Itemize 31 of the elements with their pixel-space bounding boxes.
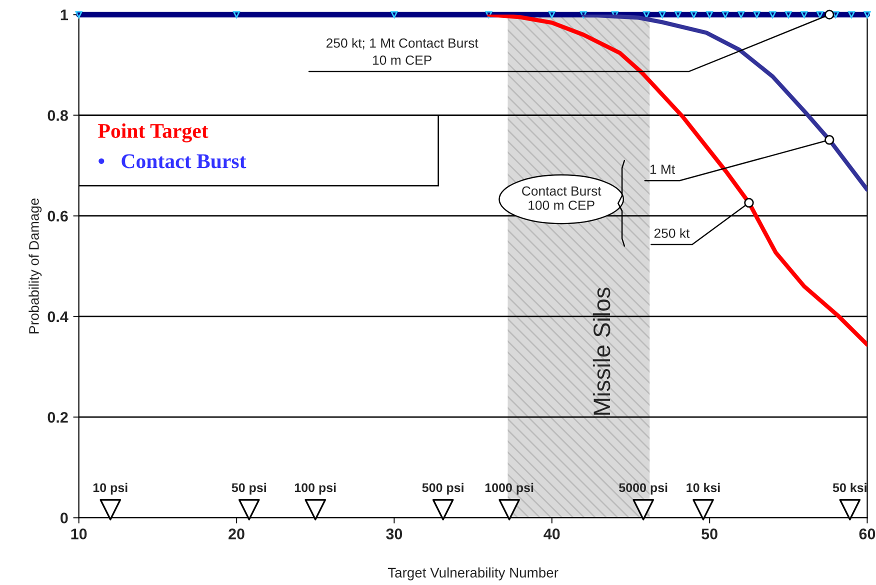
annotation: Contact Burst 100 m CEP xyxy=(522,186,602,210)
annotation: 250 kt; 1 Mt Contact Burst 10 m CEP xyxy=(326,38,478,65)
annotation: 500 psi xyxy=(422,482,464,495)
band-label: Missile Silos xyxy=(592,288,610,415)
y-tick-label: 0 xyxy=(60,512,68,524)
annotation: 5000 psi xyxy=(619,482,668,495)
x-tick-label: 60 xyxy=(859,528,876,540)
y-tick-label: 0.8 xyxy=(48,110,68,121)
annotation: 250 kt xyxy=(654,228,690,238)
point xyxy=(498,499,520,520)
annotation: Point Target xyxy=(98,123,208,142)
point xyxy=(632,499,654,520)
x-tick-label: 30 xyxy=(386,528,402,540)
x-tick-label: 10 xyxy=(71,528,87,540)
annotation: 10 psi xyxy=(93,482,128,495)
y-axis-title: Probability of Damage xyxy=(28,198,42,334)
annotation: • Contact Burst xyxy=(98,154,246,168)
annotation: 1000 psi xyxy=(485,482,534,495)
y-tick-label: 1 xyxy=(60,10,68,20)
x-axis-title: Target Vulnerability Number xyxy=(388,567,558,580)
x-tick-label: 50 xyxy=(702,528,718,540)
x-tick-label: 20 xyxy=(228,528,244,540)
annotation: 50 ksi xyxy=(832,482,866,492)
annotation: 50 psi xyxy=(232,482,266,495)
y-tick-label: 0.6 xyxy=(48,210,68,222)
y-tick-label: 0.2 xyxy=(48,412,68,423)
annotation: 100 psi xyxy=(294,482,336,495)
annotation: 10 ksi xyxy=(686,482,720,492)
x-tick-label: 40 xyxy=(544,528,560,540)
y-tick-label: 0.4 xyxy=(48,311,68,322)
annotation: 1 Mt xyxy=(650,164,675,174)
